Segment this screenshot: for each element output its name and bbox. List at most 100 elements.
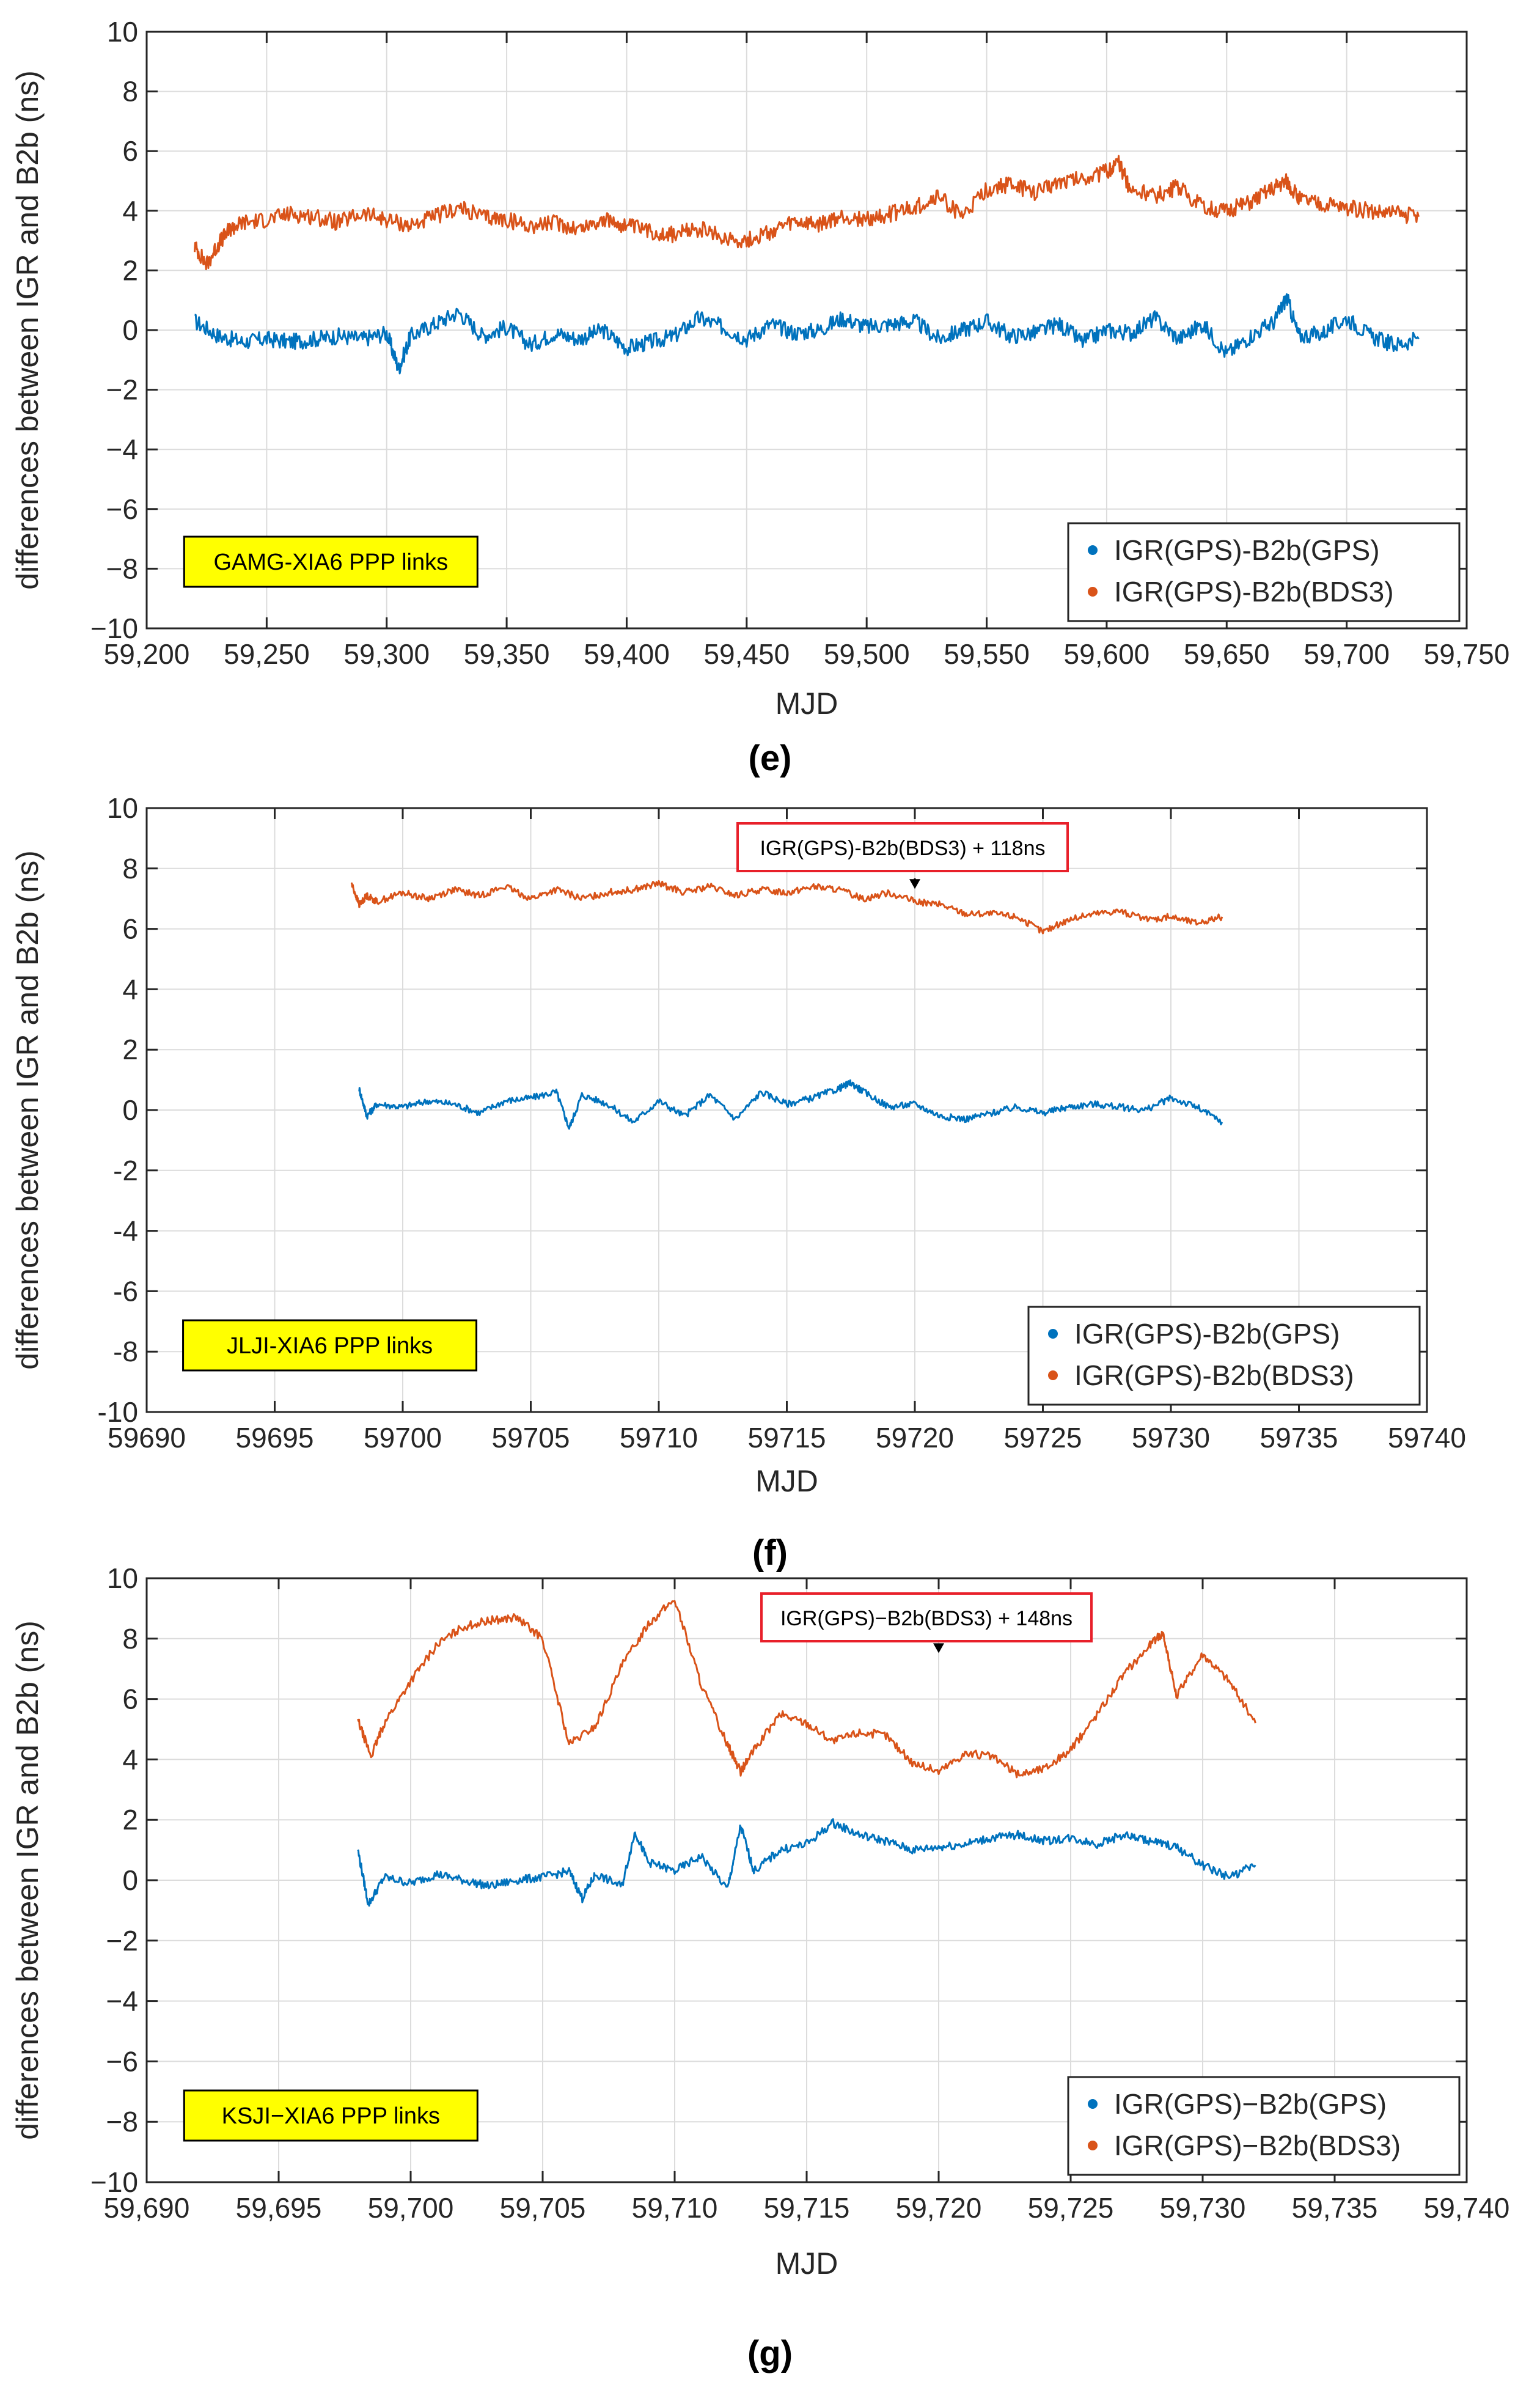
chart-panel-f: 59690 59695 59700 59705 59710 59715 59720 59725… (10, 792, 1466, 1498)
x-tick-label: 59,740 (1424, 2192, 1510, 2224)
y-tick-label: 10 (107, 16, 138, 48)
y-tick-label: 0 (122, 1864, 138, 1896)
y-tick-label: −8 (106, 2106, 138, 2138)
x-tick-label: 59700 (364, 1422, 442, 1454)
y-tick-label: 4 (122, 195, 138, 227)
series-line-0 (357, 1818, 1256, 1907)
y-tick-label: 10 (107, 792, 138, 824)
legend-label-0: IGR(GPS)-B2b(GPS) (1074, 1318, 1340, 1350)
x-tick-label: 59,200 (104, 638, 190, 670)
x-tick-label: 59695 (236, 1422, 314, 1454)
x-tick-label: 59720 (876, 1422, 954, 1454)
series-line-0 (358, 1079, 1223, 1130)
legend-marker-1 (1088, 587, 1098, 597)
x-tick-label: 59,600 (1064, 638, 1150, 670)
y-tick-label: 8 (122, 1623, 138, 1655)
x-tick-label: 59,710 (632, 2192, 718, 2224)
x-tick-label: 59,650 (1184, 638, 1270, 670)
annotation-box (736, 822, 1069, 872)
x-tick-label: 59725 (1004, 1422, 1082, 1454)
legend-label-1: IGR(GPS)-B2b(BDS3) (1074, 1359, 1354, 1391)
legend-marker-0 (1088, 545, 1098, 555)
y-tick-label: 6 (122, 135, 138, 167)
legend-label-0: IGR(GPS)-B2b(GPS) (1114, 534, 1380, 566)
y-axis-label: differences between IGR and B2b (ns) (10, 850, 45, 1370)
x-tick-label: 59,750 (1424, 638, 1510, 670)
x-tick-label: 59735 (1260, 1422, 1338, 1454)
x-tick-label: 59715 (748, 1422, 826, 1454)
y-tick-label: −10 (90, 612, 138, 644)
chart-panel-e: 59,200 59,250 59,300 59,350 59,400 59,450 59,5… (10, 16, 1509, 721)
x-tick-label: 59730 (1132, 1422, 1210, 1454)
y-tick-label: -6 (113, 1275, 138, 1307)
y-tick-label: −6 (106, 2045, 138, 2077)
y-tick-label: -10 (98, 1396, 138, 1428)
annotation-box (760, 1592, 1093, 1642)
legend-marker-0 (1048, 1329, 1058, 1339)
y-tick-label: 6 (122, 1683, 138, 1715)
x-tick-label: 59740 (1388, 1422, 1466, 1454)
series-line-1 (350, 880, 1223, 935)
x-axis-label: MJD (776, 2246, 838, 2281)
y-tick-label: 0 (122, 314, 138, 346)
y-tick-label: −8 (106, 553, 138, 584)
y-tick-label: −2 (106, 374, 138, 406)
station-label: KSJI−XIA6 PPP links (222, 2103, 440, 2129)
y-tick-label: -8 (113, 1336, 138, 1367)
y-tick-label: −2 (106, 1925, 138, 1957)
x-tick-label: 59,705 (500, 2192, 586, 2224)
station-label: GAMG-XIA6 PPP links (213, 550, 448, 575)
x-tick-label: 59,735 (1292, 2192, 1378, 2224)
annotation-arrow-head (909, 879, 920, 889)
y-axis-label: differences between IGR and B2b (ns) (10, 70, 45, 590)
x-tick-label: 59,400 (584, 638, 670, 670)
y-tick-label: -4 (113, 1215, 138, 1247)
station-label-box (183, 535, 479, 588)
y-tick-label: −4 (106, 433, 138, 465)
legend-box (1067, 522, 1461, 622)
x-tick-label: 59,690 (104, 2192, 190, 2224)
x-tick-label: 59,715 (764, 2192, 850, 2224)
y-tick-label: 6 (122, 913, 138, 945)
y-tick-label: 4 (122, 973, 138, 1005)
y-tick-label: 2 (122, 1804, 138, 1836)
legend-box (1027, 1306, 1421, 1406)
caption-e: (e) (749, 738, 792, 778)
x-tick-label: 59,350 (464, 638, 550, 670)
x-axis-label: MJD (776, 686, 838, 721)
x-tick-label: 59705 (492, 1422, 570, 1454)
y-tick-label: 0 (122, 1094, 138, 1126)
x-tick-label: 59,300 (343, 638, 430, 670)
y-tick-label: -2 (113, 1155, 138, 1186)
station-label-box (182, 1319, 478, 1372)
x-tick-label: 59,720 (896, 2192, 982, 2224)
legend-label-0: IGR(GPS)−B2b(GPS) (1114, 2088, 1387, 2120)
y-tick-label: 8 (122, 76, 138, 108)
series-line-0 (194, 293, 1420, 375)
annotation-text: IGR(GPS)−B2b(BDS3) + 148ns (780, 1607, 1072, 1630)
series-line-1 (357, 1600, 1256, 1779)
legend-marker-1 (1048, 1370, 1058, 1380)
x-tick-label: 59,700 (1304, 638, 1390, 670)
x-tick-label: 59,695 (236, 2192, 322, 2224)
annotation-arrow-head (933, 1643, 944, 1653)
station-label: JLJI-XIA6 PPP links (227, 1333, 433, 1359)
x-tick-label: 59,700 (368, 2192, 454, 2224)
x-tick-label: 59,725 (1028, 2192, 1114, 2224)
x-tick-label: 59,550 (944, 638, 1030, 670)
x-tick-label: 59,450 (703, 638, 790, 670)
x-tick-label: 59690 (108, 1422, 186, 1454)
legend-label-1: IGR(GPS)−B2b(BDS3) (1114, 2130, 1401, 2161)
y-tick-label: 10 (107, 1562, 138, 1594)
y-tick-label: 2 (122, 254, 138, 286)
chart-panel-g: 59,690 59,695 59,700 59,705 59,710 59,715 59,7… (10, 1562, 1509, 2281)
y-tick-label: 2 (122, 1034, 138, 1065)
x-tick-label: 59,730 (1160, 2192, 1246, 2224)
y-tick-label: −10 (90, 2166, 138, 2198)
legend-box (1067, 2076, 1461, 2176)
y-tick-label: −6 (106, 493, 138, 525)
x-tick-label: 59710 (620, 1422, 698, 1454)
y-tick-label: 4 (122, 1743, 138, 1775)
caption-f: (f) (752, 1533, 788, 1573)
